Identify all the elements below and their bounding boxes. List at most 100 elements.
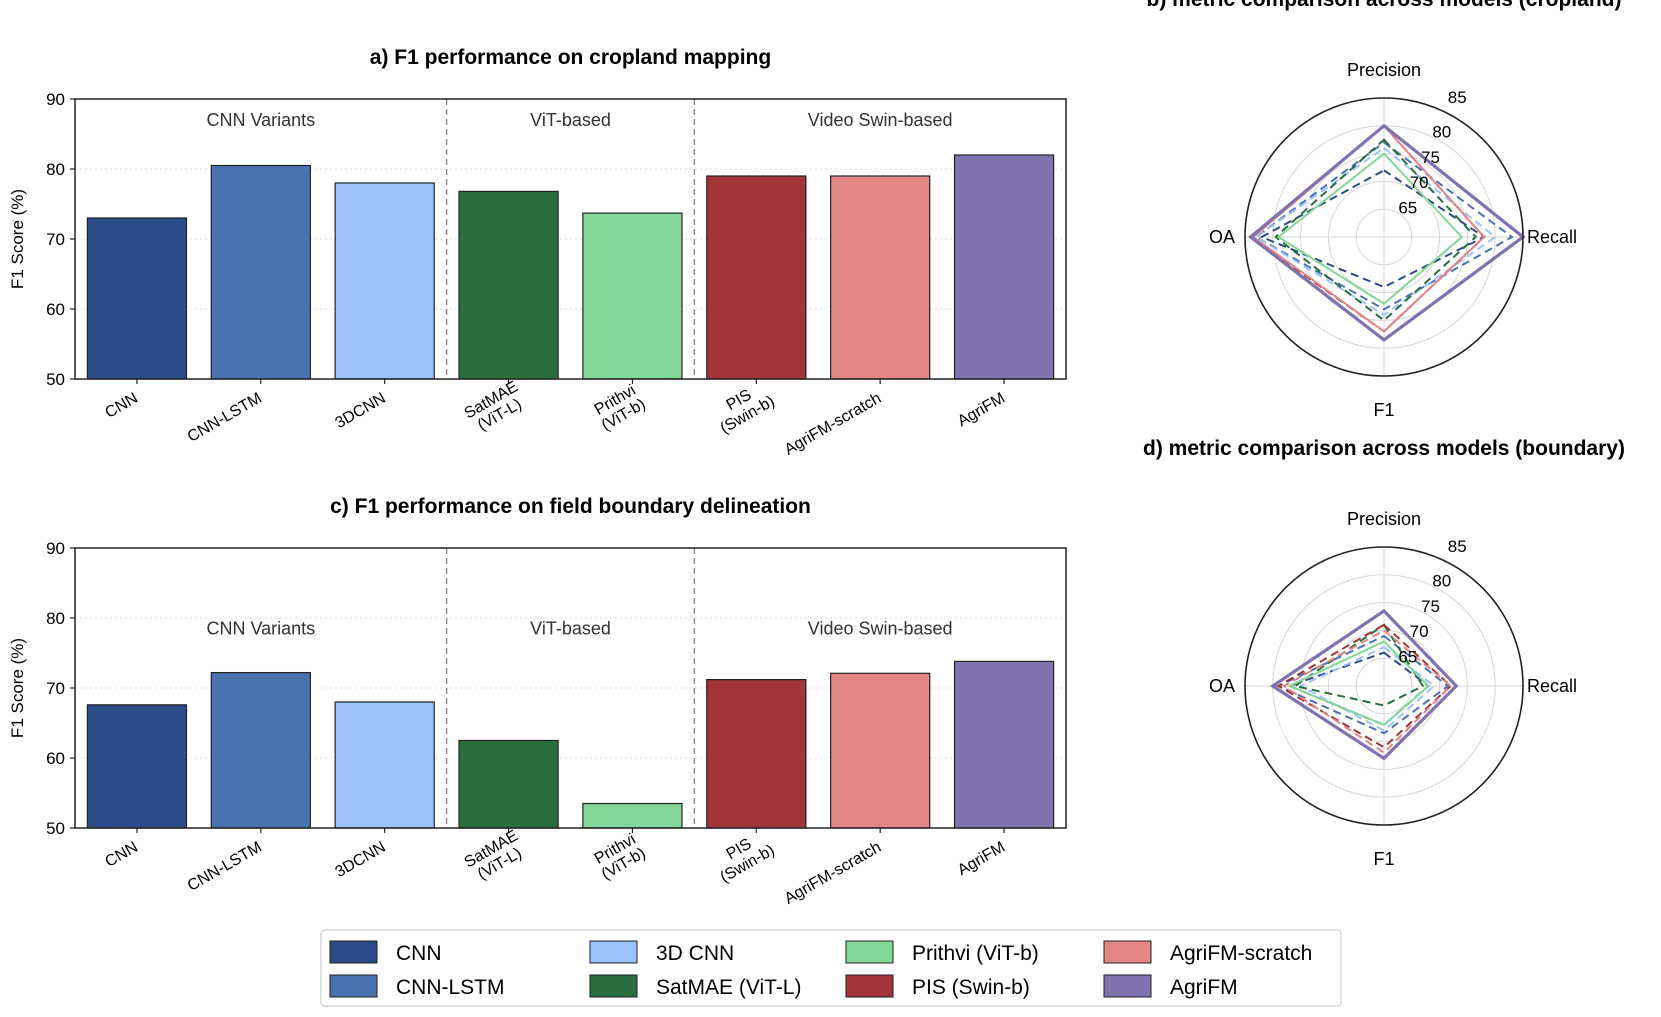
group-label: ViT-based <box>530 619 611 639</box>
radial-tick-label: 65 <box>1398 199 1417 218</box>
x-tick-line: AgriFM-scratch <box>782 390 884 459</box>
radar-outer-frame <box>1244 97 1524 377</box>
x-tick-line: 3DCNN <box>332 839 388 881</box>
bar <box>210 164 311 380</box>
bar <box>830 175 931 380</box>
legend-label: AgriFM <box>1170 976 1238 999</box>
legend-swatch <box>589 940 638 964</box>
legend-swatch <box>329 940 378 964</box>
legend-label: AgriFM-scratch <box>1170 942 1312 965</box>
radar-axis-label: Precision <box>1347 60 1421 80</box>
radar-series-satmae-vit-l- <box>1274 138 1478 322</box>
bar <box>953 660 1055 829</box>
radial-tick-label: 65 <box>1398 648 1417 667</box>
x-tick-label: AgriFM <box>955 390 1008 431</box>
x-tick-line: AgriFM-scratch <box>782 839 884 908</box>
x-tick-label: PIS(Swin-b) <box>709 827 778 886</box>
legend-swatch <box>845 940 894 964</box>
radar-series-prithvi-vit-b- <box>1287 640 1430 727</box>
x-tick-label: SatMAE(ViT-L) <box>462 827 530 886</box>
x-tick-line: AgriFM <box>955 839 1008 880</box>
legend-swatch <box>845 974 894 998</box>
legend-swatch <box>1103 974 1152 998</box>
x-tick-label: AgriFM-scratch <box>782 839 884 908</box>
y-tick-label: 60 <box>46 749 65 768</box>
radar-axis-label: OA <box>1209 227 1235 247</box>
x-tick-label: SatMAE(ViT-L) <box>462 378 530 437</box>
legend-swatch <box>329 974 378 998</box>
legend-label: CNN-LSTM <box>396 976 505 999</box>
radial-tick-label: 80 <box>1432 122 1451 141</box>
panel-c-bar-chart: c) F1 performance on field boundary deli… <box>8 495 1067 908</box>
x-tick-label: Prithvi(ViT-b) <box>590 381 648 434</box>
radial-tick-label: 70 <box>1410 622 1429 641</box>
legend-label: 3D CNN <box>656 942 734 965</box>
bar <box>210 671 311 829</box>
group-label: Video Swin-based <box>808 619 953 639</box>
y-axis-label: F1 Score (%) <box>8 638 27 738</box>
bar <box>582 212 683 380</box>
bar <box>334 701 435 829</box>
legend-label: PIS (Swin-b) <box>912 976 1030 999</box>
y-axis-label: F1 Score (%) <box>8 189 27 289</box>
x-tick-label: CNN-LSTM <box>185 839 265 895</box>
y-tick-label: 60 <box>46 300 65 319</box>
radar-axis-label: Precision <box>1347 509 1421 529</box>
legend-box <box>320 929 1342 1007</box>
radar-series-cnn <box>1259 169 1487 289</box>
x-tick-label: PIS(Swin-b) <box>709 378 778 437</box>
bar <box>458 190 559 380</box>
y-tick-label: 70 <box>46 679 65 698</box>
x-tick-label: 3DCNN <box>332 839 388 881</box>
radar-series-pis-swin-b- <box>1276 623 1453 749</box>
panel-a-bar-chart: a) F1 performance on cropland mapping CNN… <box>8 46 1067 459</box>
bar <box>706 175 807 380</box>
radial-tick-label: 70 <box>1410 173 1429 192</box>
legend-swatch <box>589 974 638 998</box>
group-label: CNN Variants <box>206 110 315 130</box>
bar <box>458 739 559 829</box>
radar-series-prithvi-vit-b- <box>1276 152 1464 305</box>
x-tick-label: CNN <box>102 839 141 871</box>
bar <box>582 802 683 829</box>
chart-title: a) F1 performance on cropland mapping <box>370 46 771 69</box>
y-tick-label: 50 <box>46 819 65 838</box>
x-tick-label: Prithvi(ViT-b) <box>590 830 648 883</box>
chart-title: b) metric comparison across models (crop… <box>1147 0 1622 11</box>
x-tick-line: CNN <box>102 839 141 871</box>
radar-series-agrifm <box>1269 608 1459 761</box>
chart-title: c) F1 performance on field boundary deli… <box>330 495 811 518</box>
radar-series-3d-cnn <box>1254 146 1497 316</box>
radial-tick-label: 80 <box>1432 571 1451 590</box>
panel-d-radar-chart: d) metric comparison across models (boun… <box>1143 437 1625 869</box>
y-tick-label: 90 <box>46 539 65 558</box>
legend-label: Prithvi (ViT-b) <box>912 942 1039 965</box>
chart-title: d) metric comparison across models (boun… <box>1143 437 1625 460</box>
radar-axis-label: Recall <box>1527 676 1577 696</box>
radar-series-agrifm <box>1248 123 1526 342</box>
x-tick-label: AgriFM-scratch <box>782 390 884 459</box>
bar <box>706 678 807 829</box>
radar-series-cnn-lstm <box>1276 634 1450 735</box>
radar-series-cnn-lstm <box>1254 141 1514 311</box>
radial-tick-label: 85 <box>1448 88 1467 107</box>
x-tick-label: CNN <box>102 390 141 422</box>
radar-series-3d-cnn <box>1298 645 1436 732</box>
x-tick-line: 3DCNN <box>332 390 388 432</box>
legend-label: SatMAE (ViT-L) <box>656 976 801 999</box>
bar <box>86 704 188 829</box>
legend-label: CNN <box>396 942 442 965</box>
radar-series-agrifm-scratch <box>1281 629 1453 754</box>
radial-tick-label: 75 <box>1421 148 1440 167</box>
radial-tick-label: 85 <box>1448 537 1467 556</box>
radial-tick-label: 75 <box>1421 597 1440 616</box>
x-tick-line: CNN <box>102 390 141 422</box>
legend-swatch <box>1103 940 1152 964</box>
group-label: Video Swin-based <box>808 110 953 130</box>
x-tick-label: CNN-LSTM <box>185 390 265 446</box>
y-tick-label: 50 <box>46 370 65 389</box>
y-tick-label: 70 <box>46 230 65 249</box>
radar-axis-label: OA <box>1209 676 1235 696</box>
y-tick-label: 80 <box>46 609 65 628</box>
